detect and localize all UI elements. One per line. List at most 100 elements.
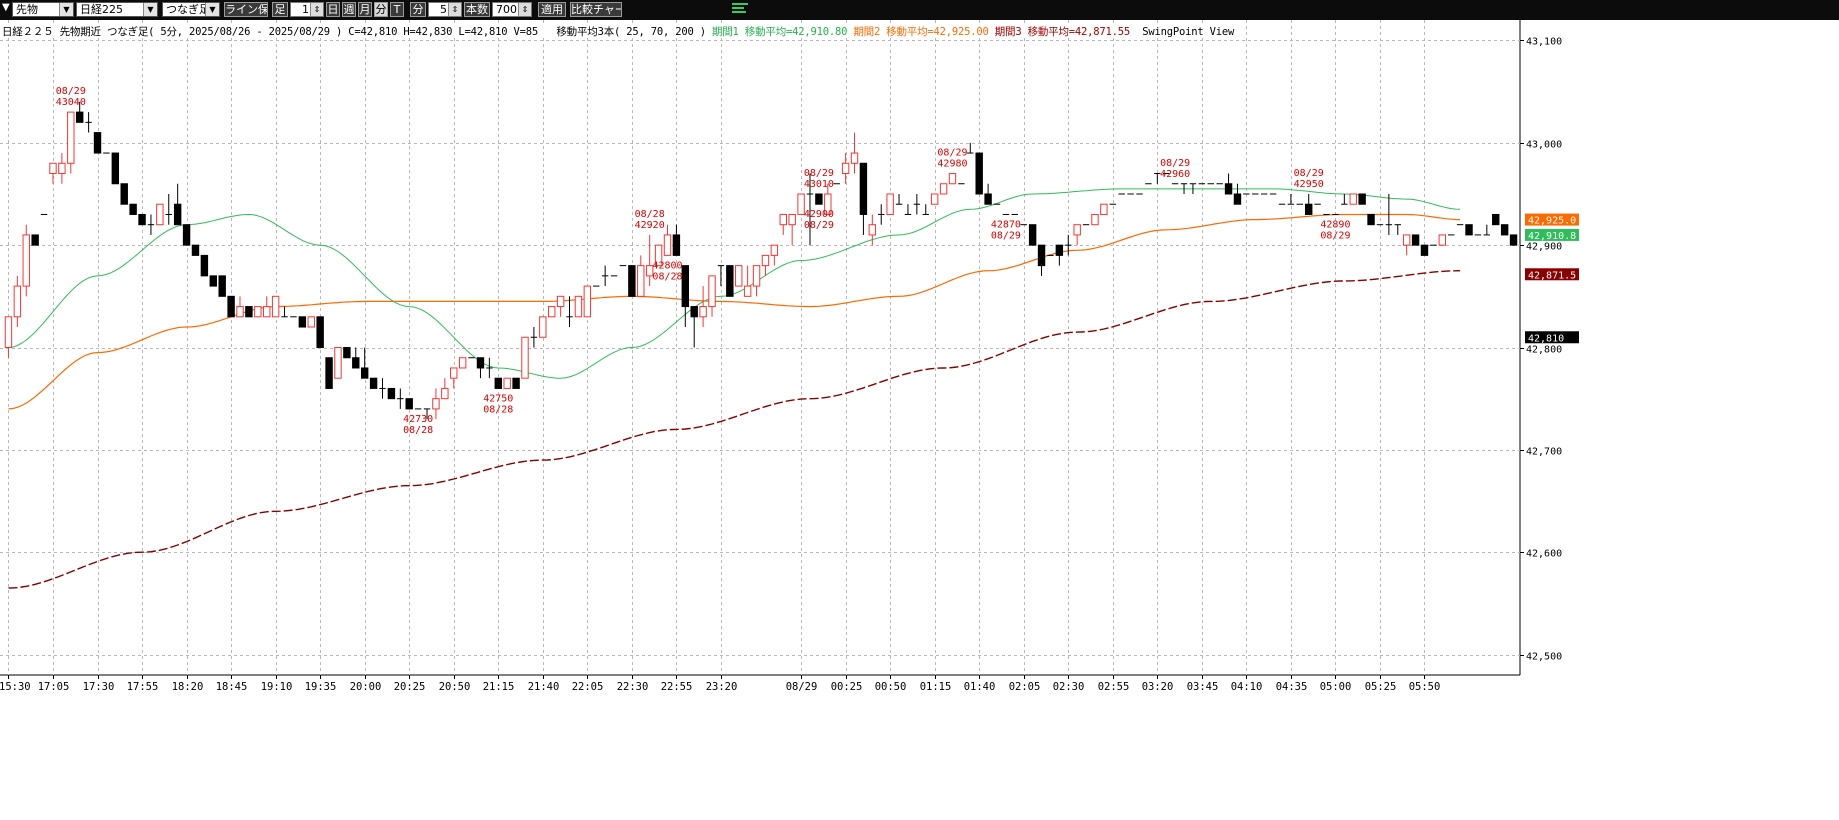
- bars-label: 本数: [464, 2, 490, 17]
- candle: [360, 347, 369, 379]
- x-tick-label: 22:05: [572, 681, 604, 693]
- candle: [975, 152, 983, 195]
- candle: [654, 244, 663, 267]
- bars-input[interactable]: 700 ⇕: [492, 2, 532, 17]
- candle: [743, 265, 752, 297]
- candle: [1055, 244, 1064, 266]
- period-button-month[interactable]: 月: [358, 2, 372, 17]
- swing-price: 42870: [991, 219, 1021, 230]
- candle-body: [191, 244, 200, 256]
- candle-body: [325, 357, 333, 389]
- candle-body: [352, 357, 360, 369]
- candle: [797, 193, 805, 215]
- spinner-icon[interactable]: ⇕: [310, 3, 323, 16]
- candle-body: [886, 193, 894, 215]
- candle: [423, 408, 431, 420]
- candle-body: [797, 193, 805, 215]
- candle: [690, 306, 698, 348]
- chart-kind-select[interactable]: つなぎ足 ▼: [162, 2, 220, 17]
- candle: [75, 101, 84, 123]
- swing-price: 42980: [937, 159, 967, 170]
- x-axis: 8 15:30 17:05 17:30 17:55 18:20 18:45 19:10 19:…: [0, 675, 1440, 693]
- y-tick-label: 42,500: [1526, 652, 1562, 663]
- x-tick-label: 05:50: [1409, 681, 1441, 693]
- candle: [22, 224, 30, 297]
- ashi-label: 足: [272, 2, 288, 17]
- chart-lines-icon[interactable]: [732, 3, 748, 17]
- x-tick-label: 17:55: [127, 681, 159, 693]
- apply-button[interactable]: 適用: [538, 2, 566, 17]
- candle-body: [245, 306, 253, 318]
- market-select[interactable]: 先物 ▼: [12, 2, 74, 17]
- candle-body: [1224, 183, 1233, 195]
- candle-body: [583, 285, 592, 318]
- swing-date: 08/29: [991, 230, 1021, 241]
- candle-body: [316, 316, 324, 348]
- x-tick-label: 05:00: [1320, 681, 1352, 693]
- candle-body: [779, 213, 787, 226]
- period-button-week[interactable]: 週: [342, 2, 356, 17]
- price-tag-label: 42,925.0: [1528, 216, 1576, 227]
- spinner-icon[interactable]: ⇕: [518, 3, 531, 16]
- x-tick-label: 03:20: [1142, 681, 1174, 693]
- period-button-minute[interactable]: 分: [374, 2, 388, 17]
- candle-body: [58, 162, 66, 175]
- candle: [85, 112, 92, 133]
- index-select[interactable]: 日経225 ▼: [76, 2, 158, 17]
- index-select-value: 日経225: [80, 3, 123, 16]
- candle-body: [1465, 224, 1473, 236]
- chevron-down-icon: ▼: [205, 3, 219, 16]
- candle: [441, 378, 449, 400]
- candle-body: [1492, 213, 1500, 226]
- candle-body: [1509, 234, 1518, 246]
- candle: [726, 265, 734, 297]
- candle-body: [841, 162, 850, 175]
- x-tick-label: 22:55: [661, 681, 693, 693]
- x-tick-label: 23:20: [706, 681, 738, 693]
- period-button-tick[interactable]: T: [390, 2, 404, 17]
- candle: [717, 265, 725, 287]
- left-arrow-icon[interactable]: ▼: [2, 2, 10, 13]
- ashi-input[interactable]: 1 ⇕: [290, 2, 324, 17]
- candle-body: [1367, 213, 1375, 226]
- swing-price: 42920: [635, 220, 665, 231]
- candle-body: [975, 152, 983, 195]
- candle: [628, 265, 636, 297]
- candle: [878, 204, 885, 225]
- candle-body: [263, 306, 271, 318]
- candle-body: [1028, 224, 1037, 246]
- x-tick-label: 22:30: [617, 681, 649, 693]
- chevron-down-icon: ▼: [59, 3, 73, 16]
- candle-body: [556, 295, 565, 308]
- candle: [352, 347, 360, 369]
- grid: [0, 20, 1521, 676]
- spinner-icon[interactable]: ⇕: [448, 3, 461, 16]
- candle-body: [254, 306, 262, 318]
- candle: [752, 265, 761, 297]
- price-tag-label: 42,871.5: [1528, 270, 1576, 281]
- candle: [156, 203, 164, 226]
- x-tick-label: 17:30: [83, 681, 115, 693]
- swing-date: 08/28: [652, 271, 682, 282]
- save-line-button[interactable]: ライン保存: [224, 2, 268, 17]
- candle-body: [182, 224, 191, 246]
- candle-body: [1100, 203, 1108, 215]
- y-axis: 43,100 43,000 42,900 42,800 42,700 42,600 42,5…: [1520, 37, 1579, 663]
- ohlc-readout: C=42,810 H=42,830 L=42,810 V=85: [348, 26, 538, 38]
- compare-chart-button[interactable]: 比較チャート: [570, 2, 622, 17]
- x-tick-label: 04:10: [1231, 681, 1263, 693]
- chart-title: 日経２２５ 先物期近 つなぎ足( 5分, 2025/08/26 - 2025/0…: [2, 26, 343, 38]
- candle: [13, 275, 22, 328]
- candle-body: [227, 295, 235, 318]
- candle: [31, 234, 39, 246]
- candle: [450, 367, 458, 389]
- candle: [984, 183, 992, 205]
- candle: [1411, 234, 1420, 246]
- x-tick-label: 08/29: [786, 681, 818, 693]
- candle-body: [654, 244, 663, 267]
- price-chart[interactable]: 08/29430404273008/284275008/2808/2842920…: [0, 20, 1839, 820]
- candle-body: [868, 224, 877, 236]
- period-button-day[interactable]: 日: [326, 2, 340, 17]
- minute-input[interactable]: 5 ⇕: [428, 2, 462, 17]
- candle-body: [574, 295, 583, 318]
